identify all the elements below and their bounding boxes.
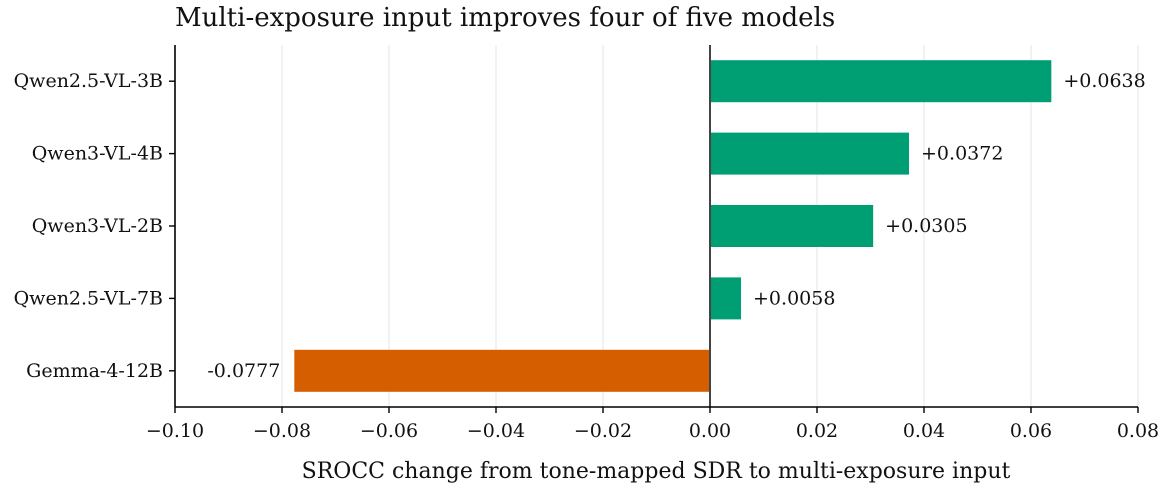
category-label: Qwen3-VL-4B: [32, 143, 163, 165]
category-label: Qwen2.5-VL-3B: [14, 70, 163, 92]
bar-qwen2-5-vl-7b: [710, 277, 742, 320]
chart-title: Multi-exposure input improves four of fi…: [175, 3, 835, 33]
data-label: +0.0372: [921, 143, 1003, 165]
x-tick-label: 0.00: [689, 420, 731, 442]
category-label: Qwen3-VL-2B: [32, 215, 163, 237]
bar-qwen2-5-vl-3b: [710, 60, 1052, 103]
data-label: +0.0058: [753, 287, 835, 309]
x-tick-label: 0.08: [1117, 420, 1159, 442]
x-tick-label: −0.04: [467, 420, 525, 442]
axes: [169, 45, 1138, 408]
x-tick-label: −0.02: [574, 420, 632, 442]
bar-qwen3-vl-4b: [710, 132, 910, 175]
x-tick-label: −0.08: [253, 420, 311, 442]
bar-qwen3-vl-2b: [710, 205, 874, 247]
data-labels: +0.0638 +0.0372 +0.0305 +0.0058 -0.0777: [207, 70, 1145, 382]
x-tick-label: −0.06: [360, 420, 418, 442]
x-axis-label: SROCC change from tone-mapped SDR to mul…: [302, 459, 1011, 484]
x-tick-label: 0.04: [903, 420, 945, 442]
x-tick-label: −0.10: [146, 420, 204, 442]
x-tick-label: 0.06: [1010, 420, 1052, 442]
data-label: +0.0305: [885, 215, 967, 237]
x-tick-label: 0.02: [796, 420, 838, 442]
category-label: Gemma-4-12B: [26, 360, 163, 382]
data-label: +0.0638: [1063, 70, 1145, 92]
category-label: Qwen2.5-VL-7B: [14, 287, 163, 309]
x-ticks: −0.10 −0.08 −0.06 −0.04 −0.02 0.00 0.02 0.04 0.0…: [146, 407, 1159, 442]
category-labels: Qwen2.5-VL-3B Qwen3-VL-4B Qwen3-VL-2B Qwen2…: [14, 70, 163, 382]
data-label: -0.0777: [207, 360, 280, 382]
bar-gemma-4-12b: [294, 349, 710, 392]
bars: [294, 60, 1052, 392]
